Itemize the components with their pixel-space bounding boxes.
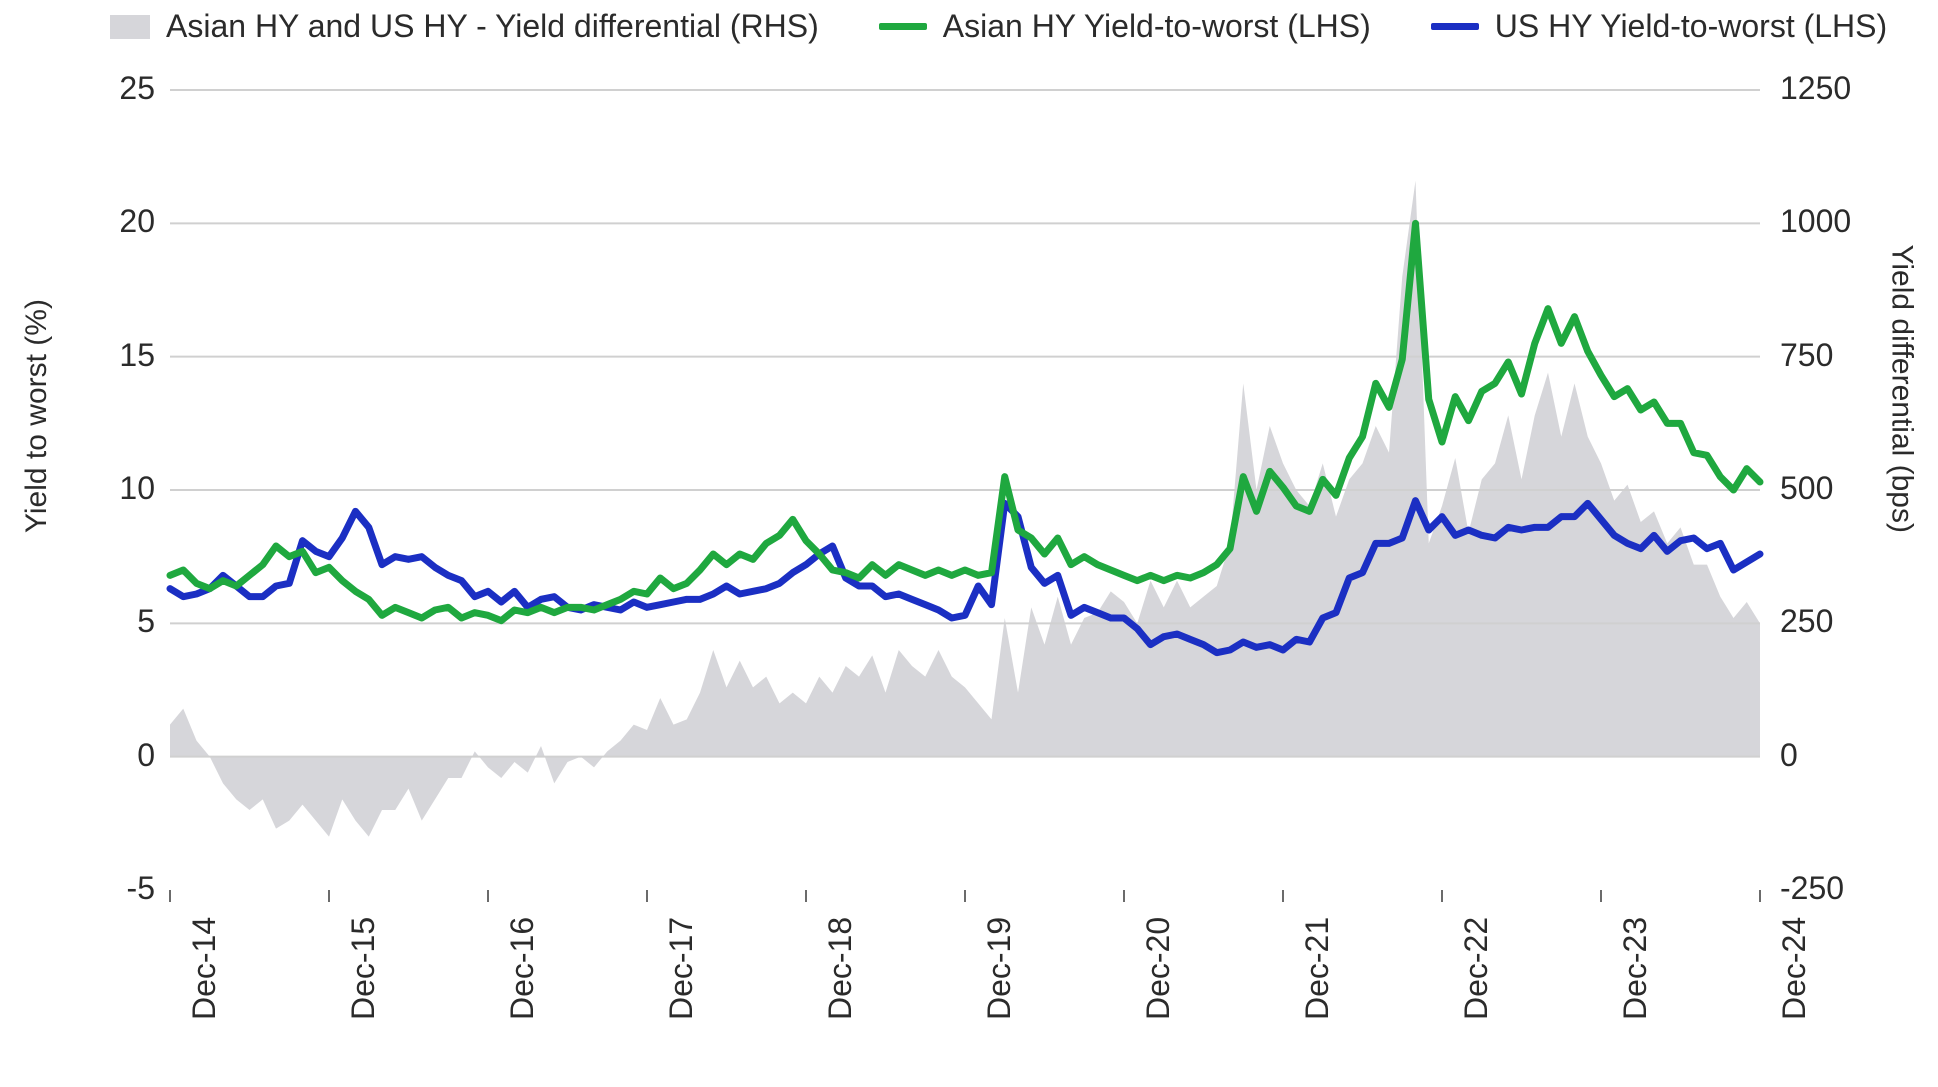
x-tick-label: Dec-14 [186,920,223,1020]
x-tick-label: Dec-15 [345,920,382,1020]
x-tick-label: Dec-17 [663,920,700,1020]
legend: Asian HY and US HY - Yield differential … [110,8,1887,45]
x-tick-label: Dec-18 [822,920,859,1020]
legend-swatch-line [879,23,927,30]
legend-item-us-hy: US HY Yield-to-worst (LHS) [1431,8,1887,45]
legend-item-differential: Asian HY and US HY - Yield differential … [110,8,819,45]
x-tick-label: Dec-24 [1776,920,1813,1020]
y-left-tick-label: 20 [75,203,155,240]
legend-swatch-area [110,15,150,39]
x-tick-label: Dec-21 [1299,920,1336,1020]
y-right-tick-label: -250 [1780,870,1880,907]
legend-label: US HY Yield-to-worst (LHS) [1495,8,1887,45]
y-axis-right-title: Yield differential (bps) [1884,245,1918,534]
legend-item-asian-hy: Asian HY Yield-to-worst (LHS) [879,8,1371,45]
y-axis-left-title: Yield to worst (%) [20,299,54,533]
legend-swatch-line [1431,23,1479,30]
x-tick-label: Dec-16 [504,920,541,1020]
x-tick-label: Dec-22 [1458,920,1495,1020]
y-left-tick-label: -5 [75,870,155,907]
x-tick-label: Dec-20 [1140,920,1177,1020]
y-left-tick-label: 25 [75,70,155,107]
legend-label: Asian HY and US HY - Yield differential … [166,8,819,45]
area-differential [170,181,1760,837]
x-tick-label: Dec-19 [981,920,1018,1020]
y-left-tick-label: 15 [75,337,155,374]
y-left-tick-label: 10 [75,470,155,507]
y-right-tick-label: 0 [1780,737,1880,774]
y-right-tick-label: 1250 [1780,70,1880,107]
legend-label: Asian HY Yield-to-worst (LHS) [943,8,1371,45]
x-tick-label: Dec-23 [1617,920,1654,1020]
yield-chart: Asian HY and US HY - Yield differential … [0,0,1938,1087]
y-right-tick-label: 1000 [1780,203,1880,240]
y-right-tick-label: 500 [1780,470,1880,507]
y-left-tick-label: 5 [75,603,155,640]
y-right-tick-label: 750 [1780,337,1880,374]
y-left-tick-label: 0 [75,737,155,774]
y-right-tick-label: 250 [1780,603,1880,640]
